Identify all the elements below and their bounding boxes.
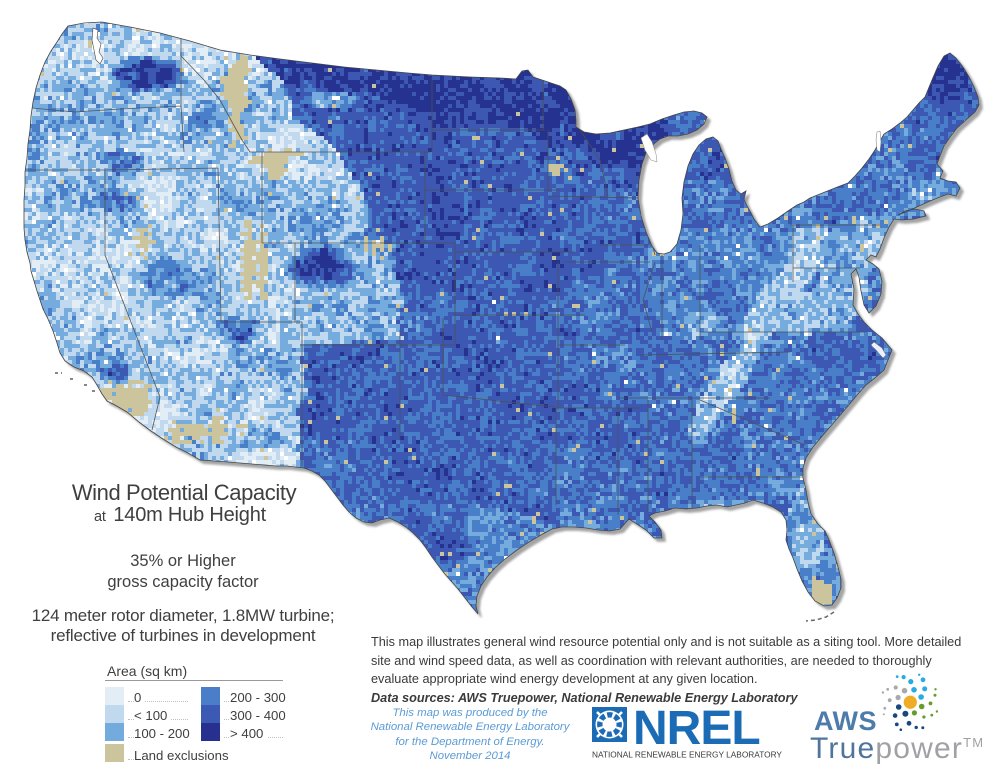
svg-text:NATIONAL RENEWABLE ENERGY LABO: NATIONAL RENEWABLE ENERGY LABORATORY <box>592 750 782 760</box>
svg-text:NREL: NREL <box>633 704 760 755</box>
